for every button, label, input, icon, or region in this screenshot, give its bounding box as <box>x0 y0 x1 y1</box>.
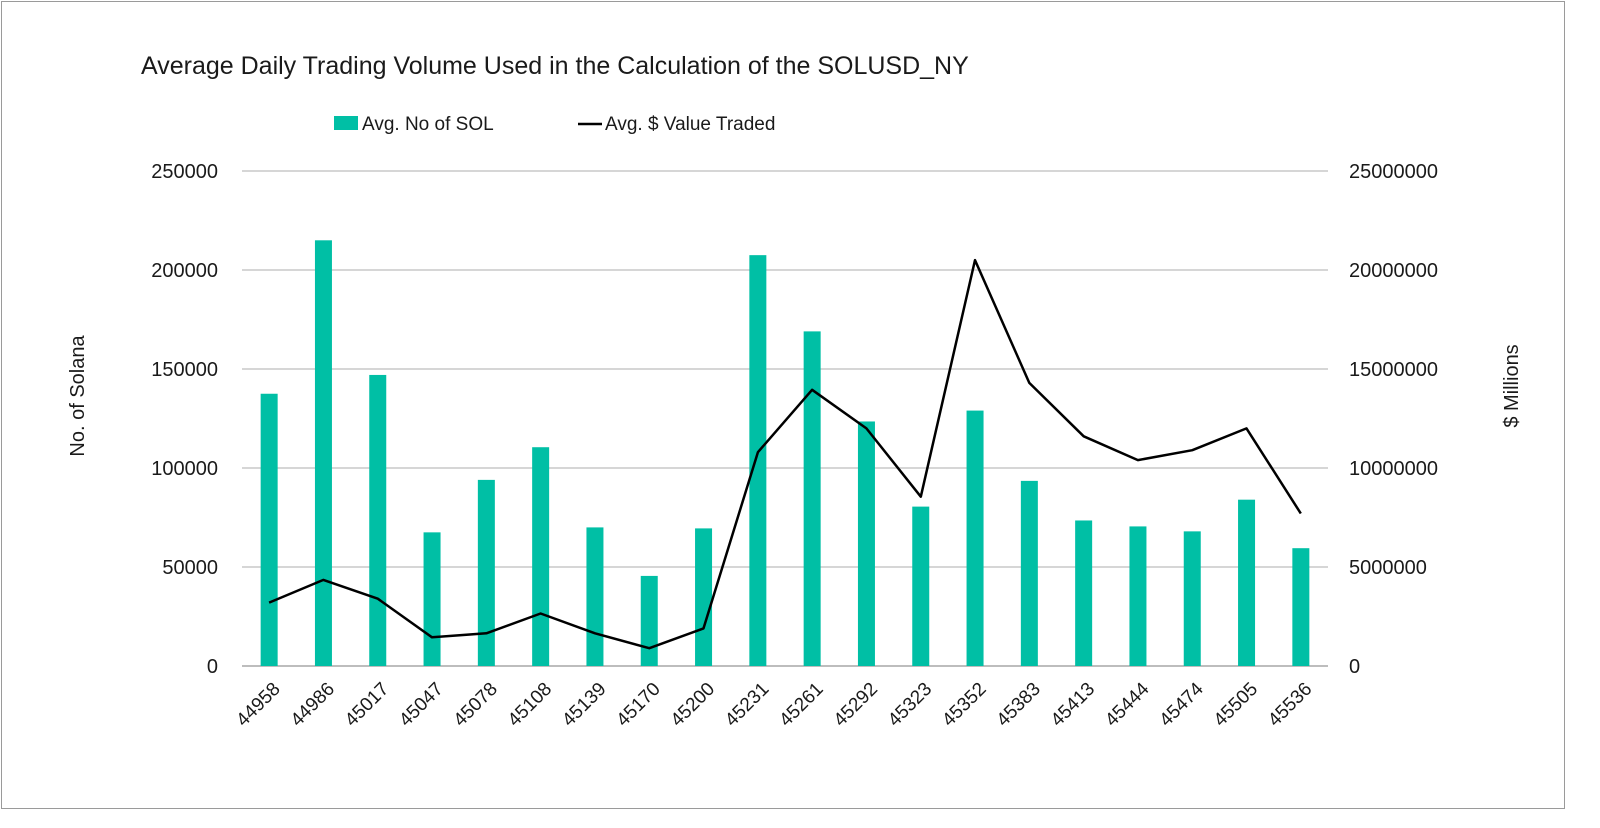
bar-series <box>260 240 1310 667</box>
y-tick-label: 0 <box>207 656 218 678</box>
y2-tick-label: 5000000 <box>1349 557 1427 579</box>
bar-45383 <box>1020 480 1038 666</box>
legend-label-bars: Avg. No of SOL <box>362 114 494 135</box>
x-tick-label: 45474 <box>1156 678 1209 731</box>
bar-45444 <box>1129 526 1147 666</box>
bar-45505 <box>1238 499 1256 666</box>
bar-45231 <box>749 255 767 666</box>
bar-45352 <box>966 410 984 666</box>
left-axis-title: No. of Solana <box>67 335 89 457</box>
x-tick-label: 45047 <box>395 679 447 731</box>
chart-title: Average Daily Trading Volume Used in the… <box>141 52 969 80</box>
legend-label-line: Avg. $ Value Traded <box>605 114 775 135</box>
legend-swatch-bars <box>334 116 358 130</box>
line-series <box>268 258 1302 650</box>
bar-45017 <box>369 374 387 666</box>
x-tick-label: 45200 <box>667 679 719 731</box>
y-tick-label: 200000 <box>151 260 218 282</box>
bar-44986 <box>314 240 332 667</box>
bar-45323 <box>912 506 930 666</box>
bar-45261 <box>803 331 821 666</box>
left-axis-ticks: 0 50000 100000 150000 200000 250000 <box>151 161 218 678</box>
x-tick-label: 45261 <box>775 679 827 731</box>
bar-45078 <box>477 479 495 666</box>
bar-45108 <box>532 447 550 666</box>
x-tick-label: 45078 <box>450 679 502 731</box>
value-traded-line <box>268 258 1302 650</box>
gridlines <box>242 170 1328 667</box>
legend: Avg. No of SOL Avg. $ Value Traded <box>334 114 775 135</box>
x-tick-label: 45292 <box>830 679 882 731</box>
y2-tick-label: 0 <box>1349 656 1360 678</box>
x-tick-label: 45505 <box>1210 679 1262 731</box>
right-axis-ticks: 0 5000000 10000000 15000000 20000000 250… <box>1349 161 1438 678</box>
bar-45200 <box>695 528 713 666</box>
bar-45413 <box>1075 520 1093 666</box>
bar-45047 <box>423 532 441 666</box>
x-tick-label: 45352 <box>938 679 990 731</box>
bar-45139 <box>586 527 604 666</box>
bar-45170 <box>640 575 658 666</box>
x-tick-label: 45231 <box>721 679 773 731</box>
x-tick-label: 44986 <box>287 679 339 731</box>
x-tick-label: 44958 <box>232 679 284 731</box>
bar-45474 <box>1183 531 1201 666</box>
x-tick-label: 45383 <box>993 679 1045 731</box>
x-tick-label: 45444 <box>1101 678 1154 731</box>
x-tick-label: 45170 <box>613 679 665 731</box>
bar-45292 <box>857 421 875 666</box>
x-tick-label: 45536 <box>1264 679 1316 731</box>
x-tick-label: 45108 <box>504 679 556 731</box>
right-axis-title: $ Millions <box>1501 344 1523 427</box>
y-tick-label: 150000 <box>151 359 218 381</box>
y2-tick-label: 20000000 <box>1349 260 1438 282</box>
y2-tick-label: 15000000 <box>1349 359 1438 381</box>
y-tick-label: 250000 <box>151 161 218 183</box>
x-tick-label: 45017 <box>341 679 393 731</box>
x-tick-label: 45139 <box>558 679 610 731</box>
y2-tick-label: 25000000 <box>1349 161 1438 183</box>
y-tick-label: 50000 <box>162 557 218 579</box>
bar-45536 <box>1292 548 1310 666</box>
x-tick-label: 45413 <box>1047 679 1099 731</box>
x-axis-ticks: 44958 44986 45017 45047 45078 45108 45139 45170… <box>232 678 1316 731</box>
x-tick-label: 45323 <box>884 679 936 731</box>
bar-44958 <box>260 393 278 666</box>
y2-tick-label: 10000000 <box>1349 458 1438 480</box>
y-tick-label: 100000 <box>151 458 218 480</box>
